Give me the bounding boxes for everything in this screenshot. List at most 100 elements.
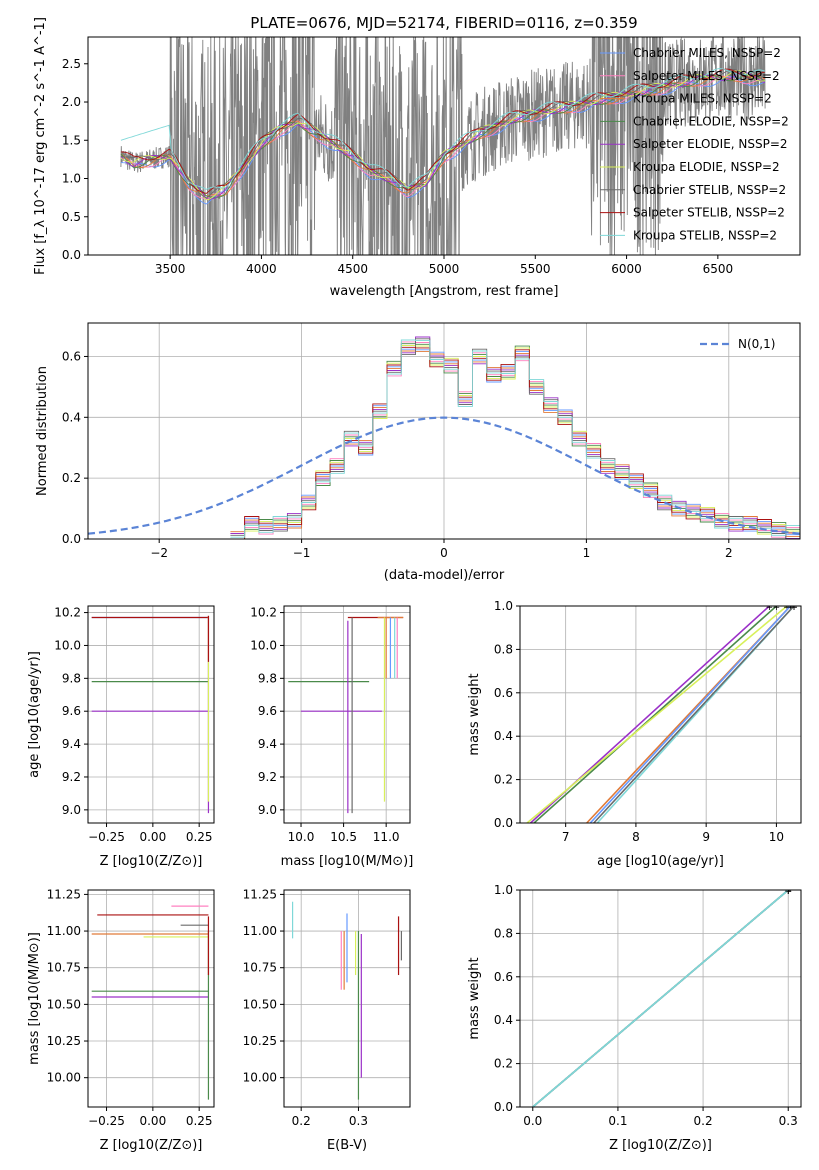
y-tick-label: 0.2 (62, 471, 81, 485)
plot-area: ++++ (520, 887, 801, 1107)
legend-label: Kroupa STELIB, NSSP=2 (633, 228, 777, 242)
axes-age_vs_mass: 10.0 10.5 11.0 9.0 9.2 9.4 9.6 9.8 10.0 10.2 mass … (250, 605, 414, 869)
x-tick-label: 0.2 (694, 1114, 713, 1128)
y-tick-label: 9.2 (258, 770, 277, 784)
x-tick-label: 4000 (246, 262, 277, 276)
y-tick-label: 10.25 (243, 1034, 277, 1048)
plot-area: + + +++++ (520, 603, 801, 823)
y-axis-label: mass weight (467, 957, 482, 1039)
x-tick-label: 8 (632, 830, 640, 844)
y-axis-label: Flux [f_λ 10^-17 erg cm^-2 s^-1 A^-1] (33, 17, 48, 275)
legend-label: Salpeter STELIB, NSSP=2 (633, 206, 785, 220)
x-axis-label: Z [log10(Z/Z⊙)] (609, 1138, 712, 1153)
axes-mass_vs_ebv: 0.2 0.3 10.00 10.25 10.50 10.75 11.00 11.25 E(B-… (243, 887, 411, 1153)
x-tick-label: 0.3 (349, 1114, 368, 1128)
x-tick-label: 0.25 (186, 1114, 213, 1128)
y-tick-label: 9.2 (62, 770, 81, 784)
x-tick-label: 0.00 (139, 1114, 166, 1128)
x-tick-label: 3500 (155, 262, 186, 276)
x-tick-label: 9 (702, 830, 710, 844)
x-tick-label: −2 (150, 546, 168, 560)
x-tick-label: 5000 (429, 262, 460, 276)
y-tick-label: 10.0 (54, 638, 81, 652)
y-tick-label: 0.0 (494, 816, 513, 830)
plot-area (88, 323, 800, 539)
y-tick-label: 9.4 (258, 737, 277, 751)
y-tick-label: 10.75 (243, 961, 277, 975)
legend-label: Chabrier MILES, NSSP=2 (633, 46, 781, 60)
x-tick-label: 0.2 (292, 1114, 311, 1128)
weight-series (589, 606, 792, 823)
x-axis-label: wavelength [Angstrom, rest frame] (330, 284, 559, 299)
x-tick-label: −1 (293, 546, 311, 560)
x-axis-label: Z [log10(Z/Z⊙)] (100, 854, 203, 869)
x-tick-label: 0.1 (608, 1114, 627, 1128)
x-tick-label: 6500 (703, 262, 734, 276)
x-axis-label: Z [log10(Z/Z⊙)] (100, 1138, 203, 1153)
y-tick-label: 10.75 (47, 961, 81, 975)
x-tick-label: 10.5 (330, 830, 357, 844)
legend-label: N(0,1) (738, 337, 775, 351)
y-tick-label: 0.6 (494, 970, 513, 984)
weight-marker: + (784, 887, 792, 897)
legend-label: Chabrier STELIB, NSSP=2 (633, 183, 786, 197)
x-tick-label: 2 (725, 546, 733, 560)
y-tick-label: 0.4 (62, 410, 81, 424)
x-tick-label: 7 (562, 830, 570, 844)
model-spectrum (120, 69, 766, 199)
y-tick-label: 9.8 (62, 671, 81, 685)
y-axis-label: Normed distribution (35, 366, 50, 496)
y-tick-label: 0.6 (62, 349, 81, 363)
y-tick-label: 10.00 (47, 1071, 81, 1085)
x-axis-label: (data-model)/error (384, 568, 505, 583)
y-tick-label: 9.0 (258, 803, 277, 817)
legend-label: Salpeter ELODIE, NSSP=2 (633, 137, 788, 151)
plot-area (284, 890, 410, 1107)
y-tick-label: 1.0 (62, 172, 81, 186)
plot-area (284, 606, 410, 823)
axes-frame (283, 889, 411, 1108)
y-tick-label: 0.0 (494, 1100, 513, 1114)
y-tick-label: 1.0 (494, 883, 513, 897)
weight-marker: + (790, 603, 798, 613)
axes-frame (519, 605, 802, 824)
normal-curve (88, 416, 800, 535)
x-axis-label: mass [log10(M/M⊙)] (281, 854, 414, 869)
x-tick-label: 0 (440, 546, 448, 560)
axes-frame (283, 605, 411, 824)
y-tick-label: 0.8 (494, 926, 513, 940)
residual-histogram (230, 339, 800, 538)
axes-age_vs_Z: −0.25 0.00 0.25 9.0 9.2 9.4 9.6 9.8 10.0 10.2 Z [l… (27, 605, 215, 869)
x-tick-label: −0.25 (88, 830, 125, 844)
model-spectrum (120, 68, 766, 190)
y-tick-label: 10.00 (243, 1071, 277, 1085)
x-tick-label: 5500 (520, 262, 551, 276)
axes-frame (519, 889, 802, 1108)
axes-mass_weight_vs_Z: ++++ 0.0 0.1 0.2 0.3 0.0 0.2 0.4 0.6 0.8 1.0 Z [log… (467, 883, 802, 1153)
legend-label: Salpeter MILES, NSSP=2 (633, 69, 780, 83)
y-tick-label: 0.4 (494, 729, 513, 743)
y-tick-label: 2.0 (62, 95, 81, 109)
weight-marker: + (784, 887, 792, 897)
axes-frame (87, 889, 215, 1108)
y-tick-label: 0.4 (494, 1013, 513, 1027)
legend-label: Kroupa ELODIE, NSSP=2 (633, 160, 780, 174)
x-tick-label: 10 (769, 830, 784, 844)
y-axis-label: mass weight (467, 673, 482, 755)
weight-marker: + (784, 887, 792, 897)
y-tick-label: 11.25 (47, 887, 81, 901)
observed-spectrum (120, 37, 766, 255)
y-tick-label: 10.25 (47, 1034, 81, 1048)
weight-marker: + (790, 603, 798, 613)
weight-marker: + (784, 887, 792, 897)
weight-series (532, 890, 789, 1107)
axes-frame (87, 605, 215, 824)
plot-area (120, 37, 766, 255)
x-tick-label: 11.0 (373, 830, 400, 844)
x-tick-label: 1 (583, 546, 591, 560)
axes-mass_weight_vs_age: + + +++++ 7 8 9 10 0.0 0.2 0.4 0.6 0.8 1.0 age [log10… (467, 599, 802, 869)
x-tick-label: −0.25 (88, 1114, 125, 1128)
weight-series (593, 606, 795, 823)
x-tick-label: 4500 (337, 262, 368, 276)
